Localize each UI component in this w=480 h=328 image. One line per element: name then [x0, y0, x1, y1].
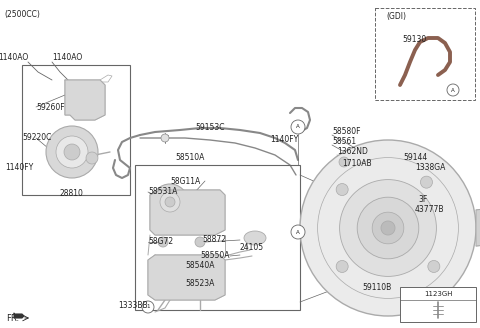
Text: 59144: 59144 — [403, 154, 427, 162]
Circle shape — [336, 260, 348, 273]
Circle shape — [291, 120, 305, 134]
Text: 1362ND: 1362ND — [337, 148, 368, 156]
Circle shape — [428, 260, 440, 273]
Circle shape — [160, 192, 180, 212]
Circle shape — [409, 290, 423, 304]
Text: 1140AO: 1140AO — [0, 53, 28, 63]
Text: 58G72: 58G72 — [148, 237, 173, 247]
Circle shape — [161, 134, 169, 142]
Bar — [135, 165, 300, 310]
Circle shape — [158, 237, 168, 247]
Text: 24105: 24105 — [240, 243, 264, 253]
Polygon shape — [148, 255, 225, 300]
Circle shape — [142, 301, 154, 313]
Circle shape — [372, 212, 404, 244]
Polygon shape — [14, 313, 24, 318]
Bar — [22, 65, 130, 195]
Bar — [375, 8, 475, 100]
Circle shape — [339, 157, 349, 167]
Ellipse shape — [244, 231, 266, 245]
Text: 1140AO: 1140AO — [52, 53, 82, 63]
Bar — [400, 287, 476, 322]
Text: 58510A: 58510A — [175, 153, 204, 161]
Circle shape — [195, 237, 205, 247]
Text: 58G11A: 58G11A — [170, 176, 200, 186]
Text: 1: 1 — [146, 304, 150, 310]
Text: 1710AB: 1710AB — [342, 158, 372, 168]
Text: 58531A: 58531A — [148, 188, 178, 196]
Circle shape — [336, 184, 348, 195]
Circle shape — [381, 221, 395, 235]
Text: 59260F: 59260F — [36, 102, 65, 112]
Text: 43777B: 43777B — [415, 206, 444, 215]
Text: FR.: FR. — [6, 314, 19, 323]
Polygon shape — [476, 206, 480, 246]
Text: A: A — [296, 125, 300, 130]
Text: A: A — [296, 230, 300, 235]
Text: A: A — [451, 88, 455, 92]
Text: 28810: 28810 — [60, 189, 84, 197]
Text: 58540A: 58540A — [185, 260, 215, 270]
Text: 59110B: 59110B — [362, 283, 391, 293]
Text: 1140FY: 1140FY — [270, 135, 298, 145]
Circle shape — [300, 140, 476, 316]
Text: 58523A: 58523A — [185, 278, 215, 288]
Circle shape — [56, 136, 88, 168]
Circle shape — [46, 126, 98, 178]
Circle shape — [86, 152, 98, 164]
Text: 59220C: 59220C — [22, 133, 51, 142]
Text: 1333BB: 1333BB — [118, 300, 148, 310]
Text: (GDI): (GDI) — [386, 11, 406, 20]
Text: 59153C: 59153C — [195, 122, 225, 132]
Text: 58580F: 58580F — [332, 128, 360, 136]
Text: 59130: 59130 — [402, 35, 426, 45]
Text: 58550A: 58550A — [200, 251, 229, 259]
Text: 1140FY: 1140FY — [5, 163, 33, 173]
Text: 1123GH: 1123GH — [424, 291, 452, 297]
Circle shape — [447, 84, 459, 96]
Text: (2500CC): (2500CC) — [4, 10, 40, 19]
Text: 1338GA: 1338GA — [415, 163, 445, 173]
Circle shape — [340, 180, 436, 277]
Circle shape — [64, 144, 80, 160]
Circle shape — [165, 197, 175, 207]
Circle shape — [357, 197, 419, 259]
Text: 58872: 58872 — [202, 236, 226, 244]
Polygon shape — [65, 80, 105, 120]
Text: 3F: 3F — [418, 195, 427, 204]
Text: 58561: 58561 — [332, 137, 356, 147]
Circle shape — [420, 176, 432, 188]
Circle shape — [291, 225, 305, 239]
Polygon shape — [150, 190, 225, 235]
Circle shape — [152, 184, 188, 220]
